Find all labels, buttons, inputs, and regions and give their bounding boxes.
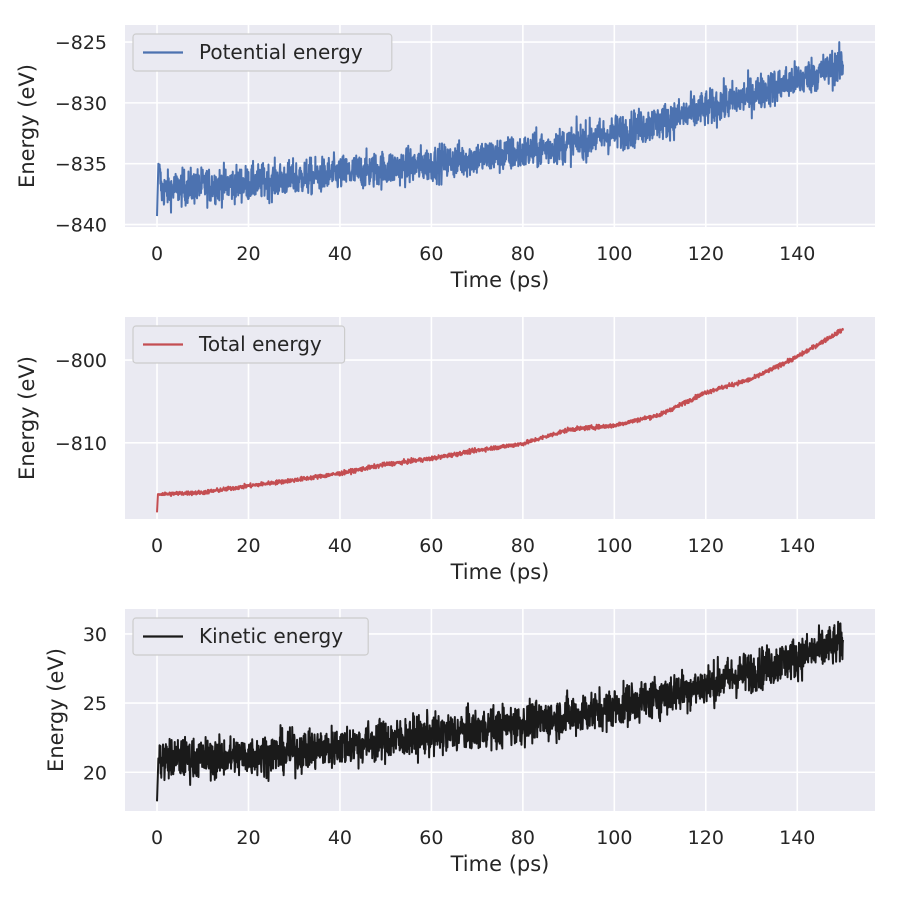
x-tick-label: 140 <box>779 535 815 557</box>
x-tick-label: 0 <box>151 243 163 265</box>
panel-3: 0 20 40 60 80 100 120 140 20 25 30 Time (ps) Energy … <box>44 609 875 876</box>
x-axis-label: Time (ps) <box>450 268 550 292</box>
y-tick-label: 20 <box>83 762 107 784</box>
x-axis-label: Time (ps) <box>450 852 550 876</box>
x-tick-label: 40 <box>328 243 352 265</box>
y-tick-label: −800 <box>55 350 107 372</box>
x-tick-label: 60 <box>419 535 443 557</box>
x-tick-label: 120 <box>688 827 724 849</box>
x-tick-label: 0 <box>151 827 163 849</box>
x-tick-label: 40 <box>328 827 352 849</box>
panel-1: 0 20 40 60 80 100 120 140 −840 −835 −830 −825 Time (… <box>15 25 875 292</box>
x-tick-label: 20 <box>236 243 260 265</box>
x-tick-label: 80 <box>511 535 535 557</box>
panel-2: 0 20 40 60 80 100 120 140 −810 −800 Time (ps) Energ… <box>15 317 875 584</box>
legend-label: Total energy <box>198 332 322 356</box>
x-tick-label: 20 <box>236 827 260 849</box>
series-line <box>156 327 844 513</box>
legend-box <box>132 325 346 364</box>
x-tick-label: 120 <box>688 243 724 265</box>
x-tick-label: 40 <box>328 535 352 557</box>
x-tick-label: 0 <box>151 535 163 557</box>
x-tick-label: 80 <box>511 243 535 265</box>
legend-box <box>132 617 369 656</box>
x-tick-label: 100 <box>596 827 632 849</box>
x-tick-label: 20 <box>236 535 260 557</box>
legend-box <box>132 33 393 72</box>
series-line <box>156 41 844 217</box>
y-tick-label: −840 <box>55 215 107 237</box>
y-tick-label: 30 <box>83 624 107 646</box>
y-tick-label: −830 <box>55 93 107 115</box>
x-tick-label: 140 <box>779 827 815 849</box>
y-tick-label: −810 <box>55 433 107 455</box>
x-tick-label: 60 <box>419 243 443 265</box>
series-line <box>156 620 844 802</box>
x-tick-label: 120 <box>688 535 724 557</box>
x-tick-label: 100 <box>596 243 632 265</box>
y-tick-label: −835 <box>55 154 107 176</box>
y-axis-label: Energy (eV) <box>15 64 39 188</box>
y-axis-label: Energy (eV) <box>44 648 68 772</box>
legend-label: Kinetic energy <box>199 624 343 648</box>
legend-label: Potential energy <box>199 40 363 64</box>
x-tick-label: 140 <box>779 243 815 265</box>
x-tick-label: 80 <box>511 827 535 849</box>
y-tick-label: 25 <box>83 693 107 715</box>
y-tick-label: −825 <box>55 32 107 54</box>
x-axis-label: Time (ps) <box>450 560 550 584</box>
x-tick-label: 60 <box>419 827 443 849</box>
y-axis-label: Energy (eV) <box>15 356 39 480</box>
x-tick-label: 100 <box>596 535 632 557</box>
